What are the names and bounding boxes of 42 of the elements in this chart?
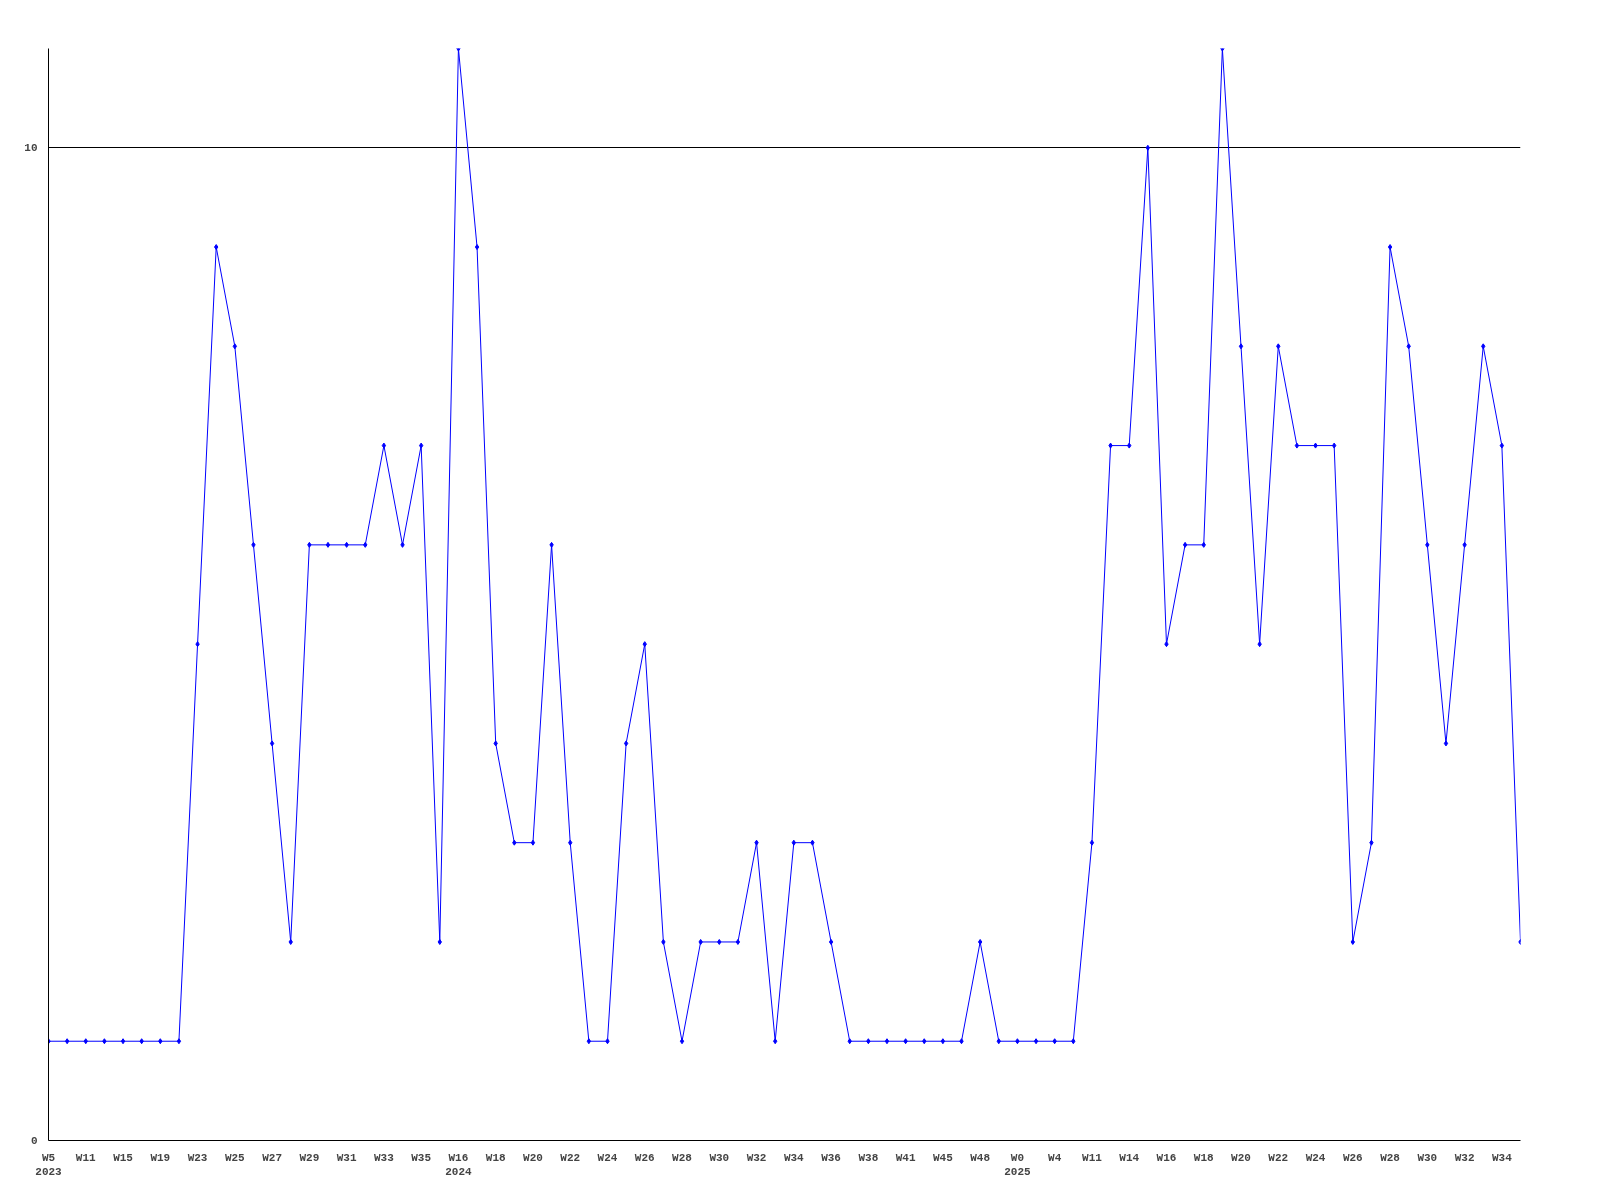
x-tick-label: W24 <box>597 1151 618 1164</box>
x-tick-label: W11 <box>75 1151 97 1164</box>
x-tick-label: W11 <box>1082 1151 1103 1164</box>
x-tick-label: W27 <box>262 1151 283 1164</box>
x-tick-label: W36 <box>821 1151 841 1164</box>
x-tick-label: W14 <box>1119 1151 1140 1164</box>
x-tick-label: W30 <box>709 1151 730 1164</box>
x-tick-label: W28 <box>1380 1151 1401 1164</box>
x-tick-label: W4 <box>1048 1151 1062 1164</box>
x-tick-label: W0 2025 <box>1004 1151 1032 1178</box>
x-tick-label: W26 <box>634 1151 655 1164</box>
x-tick-label: W24 <box>1305 1151 1326 1164</box>
x-tick-label: W16 <box>1156 1151 1177 1164</box>
x-tick-label: W22 <box>560 1151 581 1164</box>
x-tick-label: W45 <box>932 1151 954 1164</box>
x-tick-label: W26 <box>1342 1151 1363 1164</box>
x-tick-label: W29 <box>299 1151 320 1164</box>
y-tick-label: 0 <box>30 1135 38 1147</box>
x-tick-label: W15 <box>113 1151 134 1164</box>
x-tick-label: W20 <box>1231 1151 1251 1164</box>
x-tick-label: W23 <box>187 1151 208 1164</box>
x-tick-label: W30 <box>1417 1151 1438 1164</box>
x-tick-label: W48 <box>970 1151 991 1164</box>
x-tick-label: W33 <box>373 1151 395 1164</box>
x-tick-label: W22 <box>1268 1151 1289 1164</box>
x-tick-label: W25 <box>224 1151 246 1164</box>
x-tick-label: W16 2024 <box>445 1151 473 1178</box>
x-tick-label: W18 <box>485 1151 506 1164</box>
x-tick-label: W34 <box>1491 1151 1513 1164</box>
x-tick-label: W31 <box>336 1151 357 1164</box>
x-tick-label: W35 <box>411 1151 432 1164</box>
x-tick-label: W38 <box>858 1151 879 1164</box>
x-tick-label: W34 <box>783 1151 805 1164</box>
y-tick-label: 10 <box>24 142 38 155</box>
x-tick-label: W18 <box>1193 1151 1215 1164</box>
x-tick-label: W5 2023 <box>35 1151 63 1178</box>
x-tick-label: W41 <box>895 1151 916 1164</box>
x-tick-label: W32 <box>746 1151 767 1164</box>
x-tick-label: W19 <box>150 1151 171 1164</box>
x-tick-label: W20 <box>523 1151 543 1164</box>
x-tick-label: W32 <box>1454 1151 1475 1164</box>
x-tick-label: W28 <box>672 1151 693 1164</box>
